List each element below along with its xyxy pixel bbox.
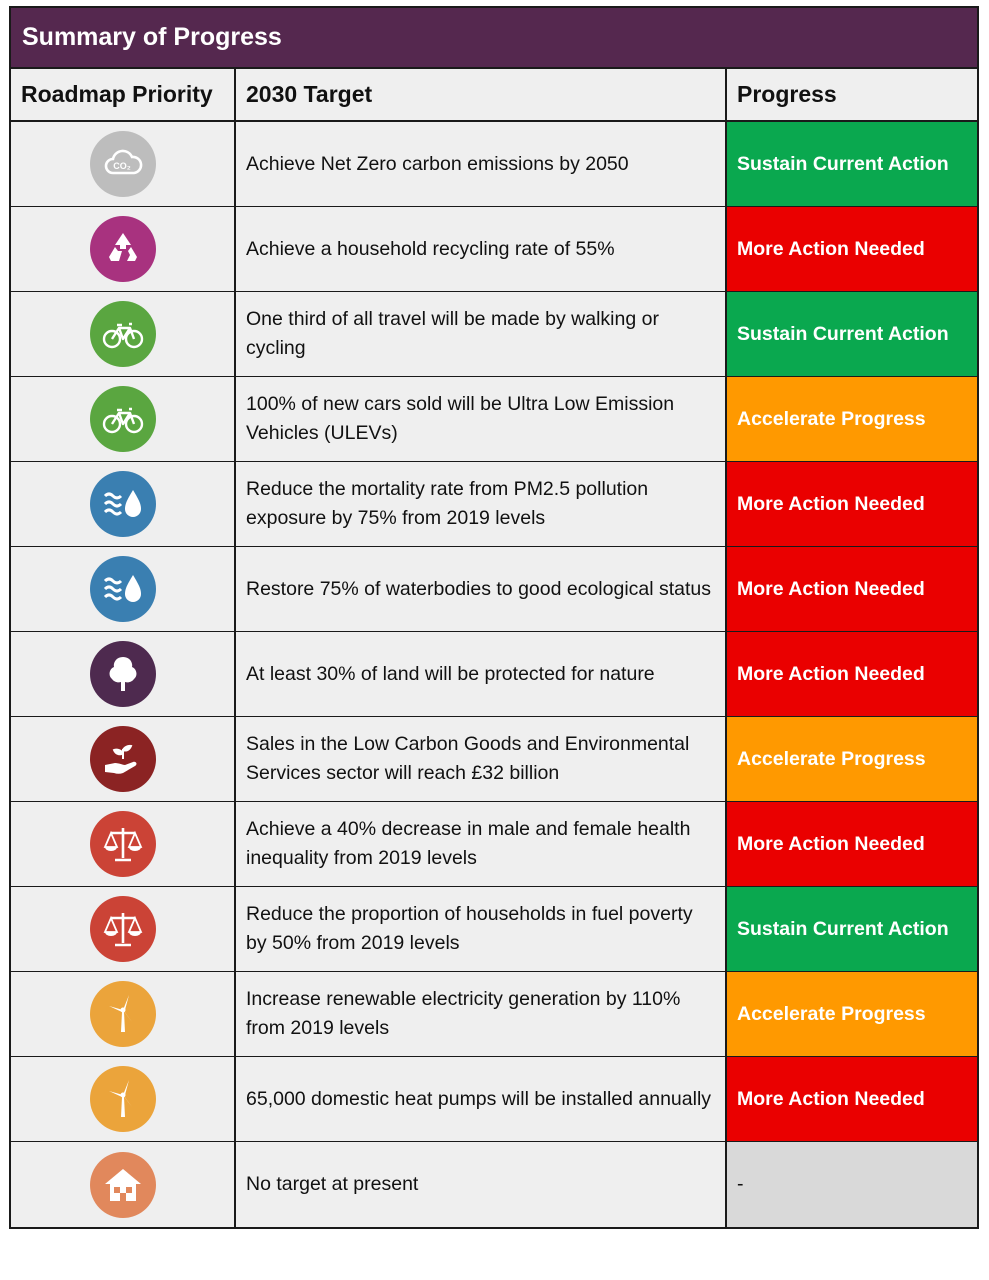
roadmap-priority-cell (11, 292, 236, 376)
roadmap-priority-cell (11, 1142, 236, 1227)
target-cell: One third of all travel will be made by … (236, 292, 727, 376)
header-row: Roadmap Priority 2030 Target Progress (11, 69, 977, 122)
target-cell: Reduce the proportion of households in f… (236, 887, 727, 971)
scales-icon (89, 811, 156, 877)
table-row: Achieve a household recycling rate of 55… (11, 207, 977, 292)
roadmap-priority-cell (11, 972, 236, 1056)
header-2030-target: 2030 Target (236, 69, 727, 120)
target-cell: Sales in the Low Carbon Goods and Enviro… (236, 717, 727, 801)
hand-seedling-icon (89, 726, 156, 792)
table-row: One third of all travel will be made by … (11, 292, 977, 377)
table-row: Achieve a 40% decrease in male and femal… (11, 802, 977, 887)
recycle-icon (89, 216, 156, 282)
table-title: Summary of Progress (22, 23, 282, 51)
target-cell: Restore 75% of waterbodies to good ecolo… (236, 547, 727, 631)
table-row: At least 30% of land will be protected f… (11, 632, 977, 717)
progress-status-cell: Accelerate Progress (727, 717, 977, 801)
table-title-bar: Summary of Progress (11, 8, 977, 69)
progress-status-cell: - (727, 1142, 977, 1227)
roadmap-priority-cell (11, 207, 236, 291)
target-cell: Reduce the mortality rate from PM2.5 pol… (236, 462, 727, 546)
summary-table: Summary of Progress Roadmap Priority 203… (9, 6, 979, 1229)
progress-status-cell: More Action Needed (727, 462, 977, 546)
target-cell: Achieve Net Zero carbon emissions by 205… (236, 122, 727, 206)
table-row: 100% of new cars sold will be Ultra Low … (11, 377, 977, 462)
table-row: No target at present - (11, 1142, 977, 1227)
progress-status-cell: Accelerate Progress (727, 377, 977, 461)
progress-status-cell: More Action Needed (727, 207, 977, 291)
header-progress: Progress (737, 81, 837, 107)
svg-text:CO₂: CO₂ (113, 161, 131, 171)
wind-turbine-icon (89, 981, 156, 1047)
roadmap-priority-cell (11, 1057, 236, 1141)
roadmap-priority-cell (11, 377, 236, 461)
target-cell: At least 30% of land will be protected f… (236, 632, 727, 716)
progress-status-cell: Sustain Current Action (727, 887, 977, 971)
progress-status-cell: More Action Needed (727, 632, 977, 716)
table-row: CO₂ Achieve Net Zero carbon emissions by … (11, 122, 977, 207)
progress-status-cell: More Action Needed (727, 802, 977, 886)
air-water-icon (89, 556, 156, 622)
table-row: Restore 75% of waterbodies to good ecolo… (11, 547, 977, 632)
progress-status-cell: Sustain Current Action (727, 292, 977, 376)
table-body: CO₂ Achieve Net Zero carbon emissions by … (11, 122, 977, 1227)
scales-icon (89, 896, 156, 962)
bicycle-icon (89, 386, 156, 452)
roadmap-priority-cell (11, 802, 236, 886)
co2-cloud-icon: CO₂ (89, 131, 156, 197)
roadmap-priority-cell (11, 717, 236, 801)
roadmap-priority-cell (11, 887, 236, 971)
target-cell: 65,000 domestic heat pumps will be insta… (236, 1057, 727, 1141)
tree-icon (89, 641, 156, 707)
target-cell: No target at present (236, 1142, 727, 1227)
target-cell: Achieve a 40% decrease in male and femal… (236, 802, 727, 886)
table-row: Reduce the proportion of households in f… (11, 887, 977, 972)
table-row: Reduce the mortality rate from PM2.5 pol… (11, 462, 977, 547)
roadmap-priority-cell: CO₂ (11, 122, 236, 206)
progress-status-cell: Sustain Current Action (727, 122, 977, 206)
target-cell: Increase renewable electricity generatio… (236, 972, 727, 1056)
roadmap-priority-cell (11, 632, 236, 716)
table-row: 65,000 domestic heat pumps will be insta… (11, 1057, 977, 1142)
table-row: Increase renewable electricity generatio… (11, 972, 977, 1057)
bicycle-icon (89, 301, 156, 367)
progress-status-cell: More Action Needed (727, 547, 977, 631)
roadmap-priority-cell (11, 462, 236, 546)
progress-status-cell: Accelerate Progress (727, 972, 977, 1056)
target-cell: 100% of new cars sold will be Ultra Low … (236, 377, 727, 461)
house-icon (89, 1151, 156, 1218)
air-water-icon (89, 471, 156, 537)
roadmap-priority-cell (11, 547, 236, 631)
target-cell: Achieve a household recycling rate of 55… (236, 207, 727, 291)
progress-status-cell: More Action Needed (727, 1057, 977, 1141)
wind-turbine-icon (89, 1066, 156, 1132)
table-row: Sales in the Low Carbon Goods and Enviro… (11, 717, 977, 802)
header-roadmap-priority: Roadmap Priority (11, 69, 236, 120)
